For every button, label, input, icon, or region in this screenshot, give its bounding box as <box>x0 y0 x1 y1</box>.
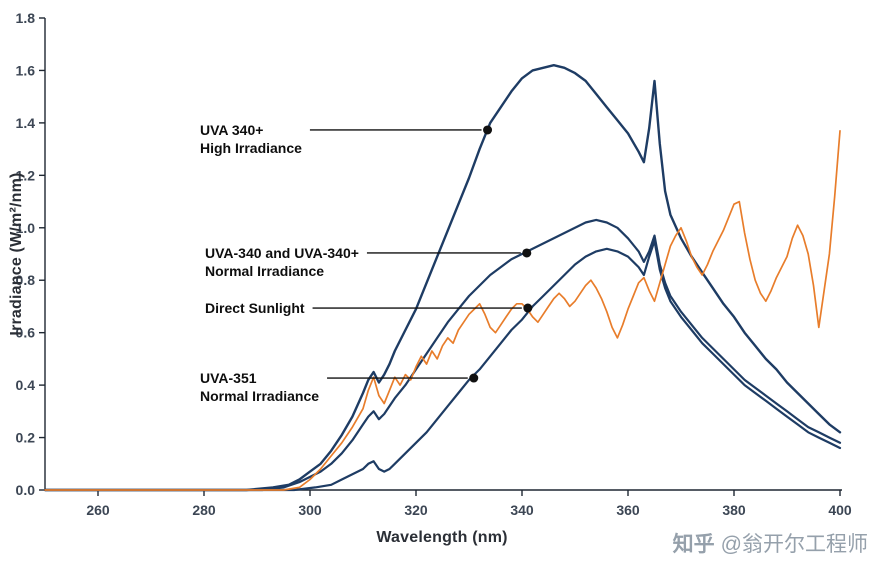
series-uva-340-and-uva-340-normal-irradiance <box>43 218 842 492</box>
x-tick-label: 260 <box>86 502 110 518</box>
annotation-text-line: UVA-351 <box>200 370 257 387</box>
x-tick-label: 280 <box>192 502 216 518</box>
series-uva-340-high-irradiance <box>43 64 842 492</box>
annotation-text-line: UVA-340 and UVA-340+ <box>205 244 359 261</box>
y-axis-title: Irradiance (W/m²/nm) <box>8 172 25 336</box>
annotation-text-line: Normal Irradiance <box>200 388 320 405</box>
watermark-brand: 知乎 <box>672 533 715 556</box>
x-axis-title: Wavelength (nm) <box>376 529 508 546</box>
x-tick-label: 300 <box>298 502 322 518</box>
y-tick-label: 0.4 <box>16 377 36 393</box>
y-tick-label: 0.8 <box>16 272 36 288</box>
y-tick-label: 1.8 <box>16 10 36 26</box>
annotation-dot <box>523 303 533 313</box>
annotation-dot <box>522 248 532 258</box>
series-uva-351-normal-irradiance <box>43 239 842 492</box>
x-tick-label: 320 <box>404 502 428 518</box>
x-tick-label: 400 <box>828 502 852 518</box>
x-tick-label: 380 <box>722 502 746 518</box>
watermark: 知乎 @翁开尔工程师 <box>673 528 868 558</box>
annotation-label: UVA-351 Normal Irradiance <box>200 369 319 405</box>
annotation-label: Direct Sunlight <box>205 299 305 317</box>
annotation-label: UVA-340 and UVA-340+ Normal Irradiance <box>205 244 359 280</box>
annotation-text-line: High Irradiance <box>200 139 302 156</box>
annotation-label: UVA 340+ High Irradiance <box>200 121 302 157</box>
x-tick-label: 340 <box>510 502 534 518</box>
y-tick-label: 1.2 <box>16 167 36 183</box>
y-tick-label: 0.2 <box>16 430 36 446</box>
y-tick-label: 1.0 <box>16 220 36 236</box>
annotation-text-line: Direct Sunlight <box>205 300 305 317</box>
x-tick-label: 360 <box>616 502 640 518</box>
annotation-text-line: Normal Irradiance <box>205 262 325 279</box>
y-tick-label: 1.4 <box>16 115 36 131</box>
annotation-dot <box>469 373 479 383</box>
y-tick-label: 0.0 <box>16 482 36 498</box>
annotation-dot <box>483 125 493 135</box>
series-direct-sunlight <box>44 129 841 491</box>
watermark-handle: @翁开尔工程师 <box>720 533 868 556</box>
y-tick-label: 1.6 <box>16 62 36 78</box>
annotation-text-line: UVA 340+ <box>200 121 264 138</box>
y-tick-label: 0.6 <box>16 325 36 341</box>
